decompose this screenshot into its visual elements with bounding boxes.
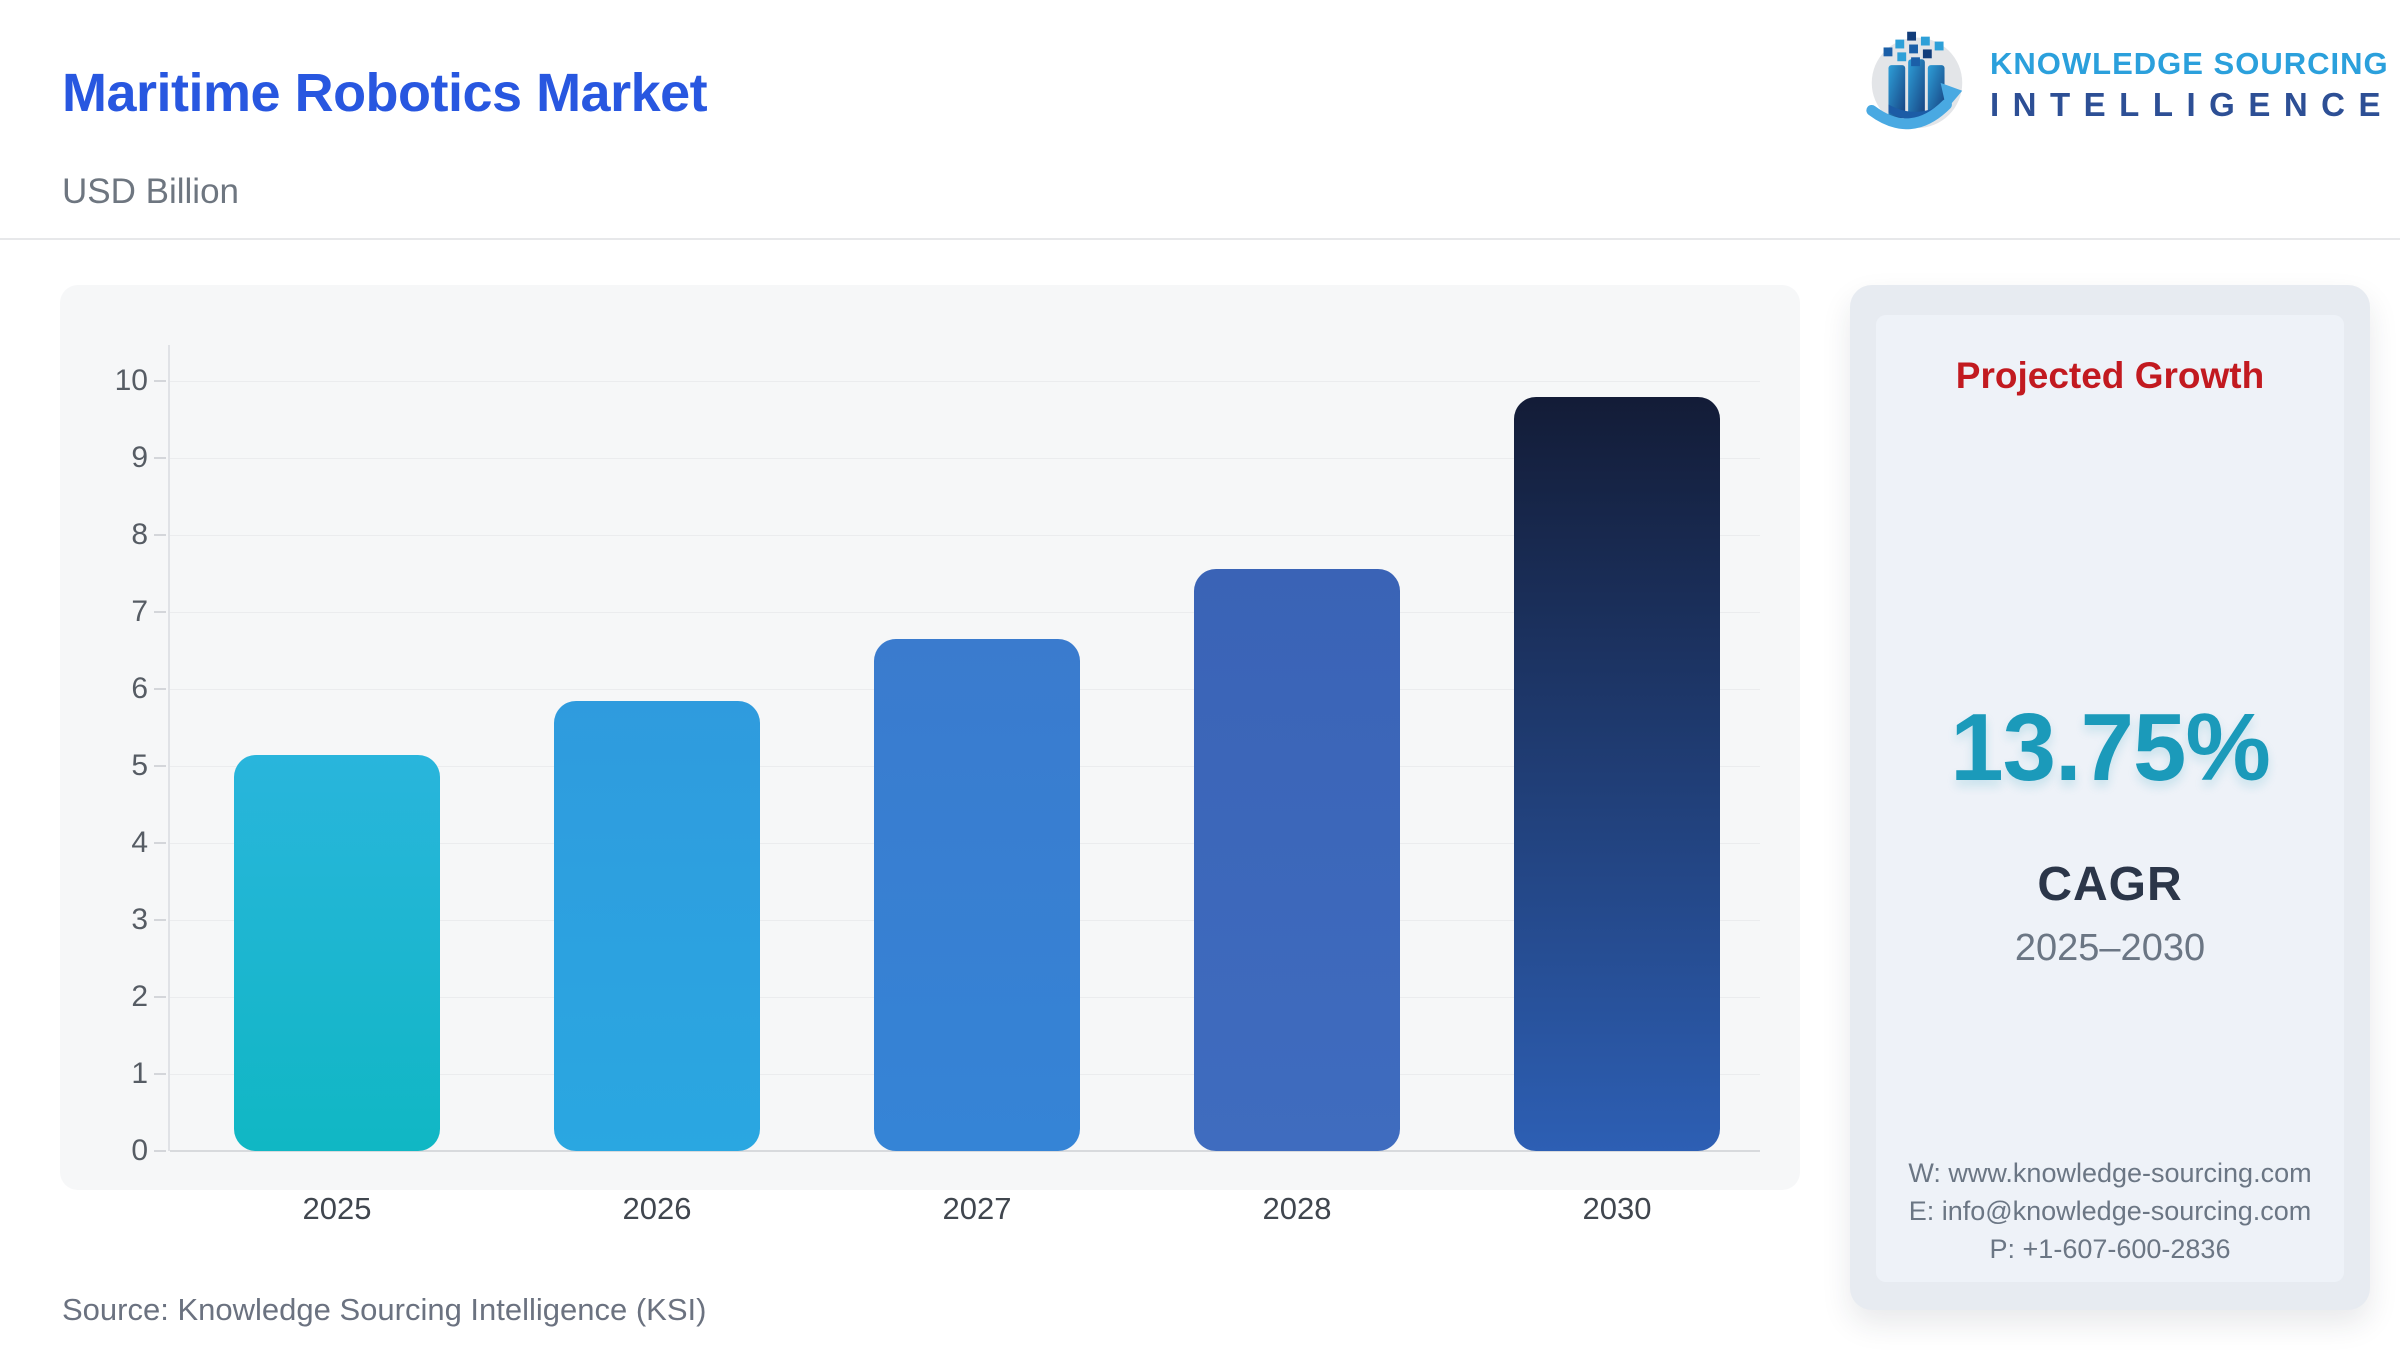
- gridline-8: [170, 534, 1760, 536]
- y-axis-tick: [154, 457, 166, 459]
- x-axis-label-2025: 2025: [302, 1191, 372, 1226]
- header-divider: [0, 238, 2400, 240]
- y-axis-label-0: 0: [131, 1134, 148, 1167]
- gridline-7: [170, 611, 1760, 613]
- contact-block: W: www.knowledge-sourcing.com E: info@kn…: [1876, 1154, 2344, 1268]
- logo-line-knowledge-sourcing: KNOWLEDGE SOURCING: [1990, 46, 2389, 81]
- gridline-10: [170, 380, 1760, 382]
- company-logo-text: KNOWLEDGE SOURCING INTELLIGENCE: [1990, 16, 2394, 124]
- y-axis-tick: [154, 1150, 166, 1152]
- bar-chart-card: 0 1 2 3 4 5 6 7 8 9 10 2025 2026 2027 2028 2030: [60, 285, 1800, 1226]
- source-note: Source: Knowledge Sourcing Intelligence …: [62, 1292, 707, 1327]
- y-axis-tick: [154, 765, 166, 767]
- x-axis-label-2026: 2026: [622, 1191, 692, 1226]
- y-axis-tick: [154, 842, 166, 844]
- y-axis-label-6: 6: [131, 672, 148, 705]
- y-axis-label-1: 1: [131, 1057, 148, 1090]
- contact-email: E: info@knowledge-sourcing.com: [1908, 1196, 2312, 1226]
- y-axis-tick: [154, 534, 166, 536]
- y-axis-tick: [154, 996, 166, 998]
- logo-line-intelligence: INTELLIGENCE: [1990, 86, 2395, 123]
- ship-chart-logo-icon: [1866, 31, 1963, 130]
- cagr-value: 13.75%: [1950, 694, 2271, 801]
- company-logo: KNOWLEDGE SOURCING INTELLIGENCE: [1858, 16, 2394, 134]
- contact-website: W: www.knowledge-sourcing.com: [1908, 1158, 2312, 1188]
- gridline-9: [170, 457, 1760, 459]
- y-axis-label-4: 4: [131, 826, 148, 859]
- unit-label: USD Billion: [62, 172, 239, 211]
- y-axis-label-3: 3: [131, 903, 148, 936]
- y-axis-tick: [154, 380, 166, 382]
- y-axis-tick: [154, 1073, 166, 1075]
- gridline-0: [170, 1150, 1760, 1152]
- bar-2030: [1514, 397, 1720, 1151]
- y-axis-tick: [154, 919, 166, 921]
- growth-heading: Projected Growth: [1955, 355, 2265, 396]
- page-title: Maritime Robotics Market: [62, 63, 708, 123]
- y-axis-label-5: 5: [131, 749, 148, 782]
- y-axis-label-2: 2: [131, 980, 148, 1013]
- y-axis-label-10: 10: [114, 364, 148, 397]
- bar-2026: [554, 701, 760, 1151]
- x-axis-label-2027: 2027: [942, 1191, 1012, 1226]
- bar-2027: [874, 638, 1080, 1151]
- y-axis-label-9: 9: [131, 441, 148, 474]
- y-axis-line: [168, 345, 170, 1151]
- x-axis-label-2030: 2030: [1582, 1191, 1652, 1226]
- contact-phone: P: +1-607-600-2836: [1989, 1234, 2231, 1264]
- y-axis-tick: [154, 611, 166, 613]
- bar-2025: [234, 755, 440, 1151]
- y-axis-tick: [154, 688, 166, 690]
- y-axis-label-7: 7: [131, 595, 148, 628]
- projected-growth-panel: Projected Growth 13.75% CAGR 2025–2030 W…: [1850, 285, 2370, 1310]
- y-axis-label-8: 8: [131, 518, 148, 551]
- x-axis-label-2028: 2028: [1262, 1191, 1332, 1226]
- forecast-period: 2025–2030: [2014, 927, 2206, 969]
- cagr-label: CAGR: [2037, 858, 2183, 911]
- bar-2028: [1194, 568, 1400, 1151]
- plot-area: 0 1 2 3 4 5 6 7 8 9 10 2025 2026 2027 2028 2030: [115, 345, 1760, 1226]
- projected-growth-inner-card: Projected Growth 13.75% CAGR 2025–2030 W…: [1876, 315, 2344, 1282]
